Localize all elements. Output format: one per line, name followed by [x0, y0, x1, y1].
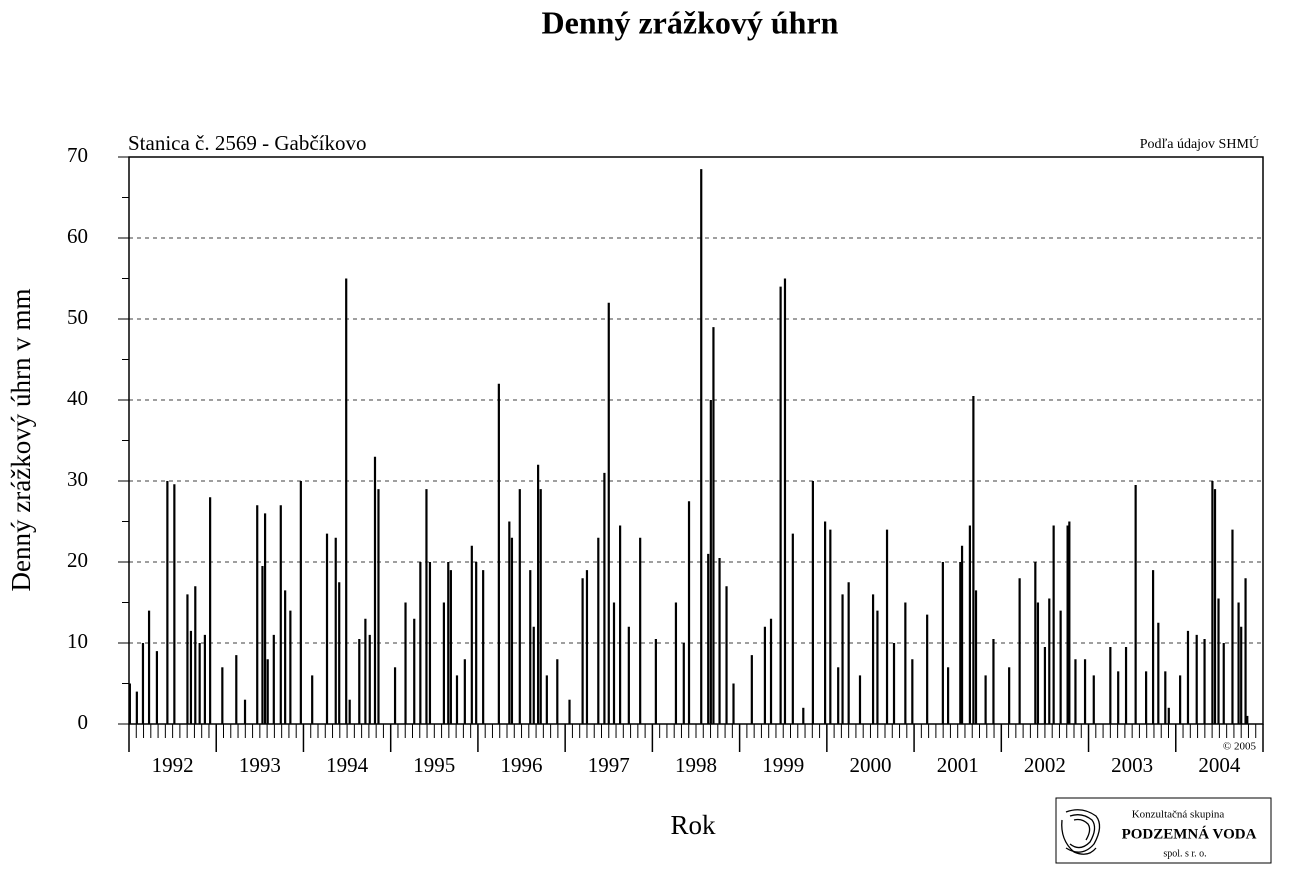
x-tick-label: 2001: [937, 753, 979, 777]
x-tick-label: 1996: [501, 753, 543, 777]
y-tick-label: 70: [67, 143, 88, 167]
chart-title: Denný zrážkový úhrn: [542, 4, 839, 40]
station-label: Stanica č. 2569 - Gabčíkovo: [128, 131, 367, 155]
x-tick-label: 2000: [849, 753, 891, 777]
x-tick-label: 1992: [152, 753, 194, 777]
y-tick-label: 30: [67, 467, 88, 491]
logo-line: spol. s r. o.: [1163, 848, 1206, 859]
plot-frame: [128, 156, 1264, 725]
y-axis-label: Denný zrážkový úhrn v mm: [6, 289, 36, 592]
x-tick-label: 1999: [762, 753, 804, 777]
x-tick-label: 2002: [1024, 753, 1066, 777]
logo-line: Konzultačná skupina: [1132, 809, 1225, 821]
x-tick-label: 1997: [588, 753, 630, 777]
x-tick-label: 1994: [326, 753, 369, 777]
x-axis-label: Rok: [670, 810, 716, 840]
x-tick-label: 1998: [675, 753, 717, 777]
logo-icon: [1061, 809, 1101, 855]
y-tick-label: 50: [67, 305, 88, 329]
x-tick-label: 2003: [1111, 753, 1153, 777]
copyright: © 2005: [1223, 741, 1257, 753]
x-tick-label: 1995: [413, 753, 455, 777]
x-tick-label: 1993: [239, 753, 281, 777]
y-tick-label: 10: [67, 629, 88, 653]
y-tick-label: 20: [67, 548, 88, 572]
source-label: Podľa údajov SHMÚ: [1140, 135, 1259, 152]
logo: Konzultačná skupina PODZEMNÁ VODA spol. …: [1055, 797, 1272, 864]
x-tick-label: 2004: [1198, 753, 1241, 777]
y-tick-label: 0: [78, 710, 89, 734]
y-tick-label: 60: [67, 224, 88, 248]
logo-frame: [1055, 797, 1272, 864]
y-tick-label: 40: [67, 386, 88, 410]
logo-line: PODZEMNÁ VODA: [1122, 825, 1257, 842]
